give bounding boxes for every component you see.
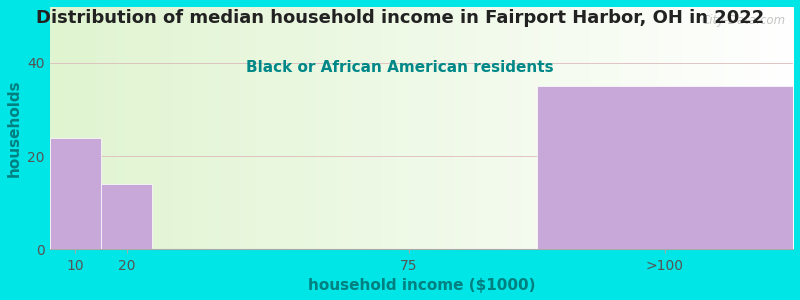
Bar bbox=[537, 86, 793, 250]
Text: Black or African American residents: Black or African American residents bbox=[246, 60, 554, 75]
Text: City-Data.com: City-Data.com bbox=[702, 14, 786, 27]
Bar bbox=[101, 184, 152, 250]
Text: Distribution of median household income in Fairport Harbor, OH in 2022: Distribution of median household income … bbox=[36, 9, 764, 27]
X-axis label: household income ($1000): household income ($1000) bbox=[308, 278, 535, 293]
Bar bbox=[50, 137, 101, 250]
Y-axis label: households: households bbox=[7, 80, 22, 177]
